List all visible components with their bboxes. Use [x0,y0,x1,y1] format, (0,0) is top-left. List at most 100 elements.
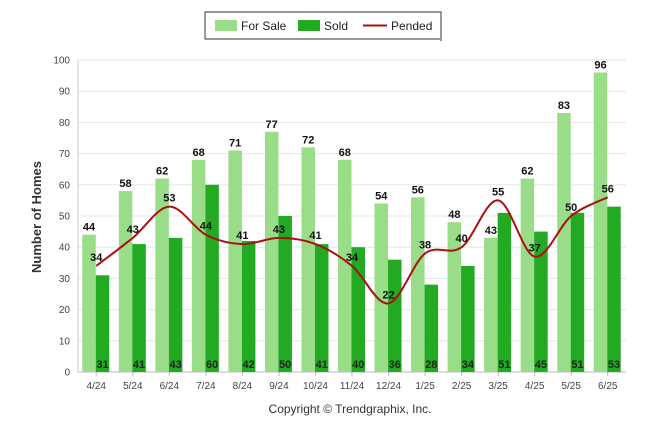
label-sold: 36 [389,359,401,371]
label-pended: 56 [602,183,614,195]
label-pended: 40 [455,233,467,245]
label-sold: 50 [279,359,291,371]
bar-sold [388,259,402,372]
bar-sold [497,212,512,372]
label-for-sale: 77 [266,119,278,131]
bars [82,72,621,372]
y-tick-label: 10 [59,336,71,347]
label-sold: 45 [535,359,547,371]
x-tick-label: 6/25 [598,381,618,392]
label-pended: 37 [529,243,541,255]
label-sold: 42 [243,359,255,371]
bar-sold [424,284,439,372]
legend-for-sale: For Sale [241,19,287,33]
legend-box [204,11,442,40]
x-tick-label: 6/24 [160,381,180,392]
y-tick-label: 30 [59,274,71,285]
y-tick-label: 50 [59,212,71,223]
x-tick-label: 7/24 [196,381,216,392]
label-for-sale: 43 [485,225,497,237]
x-tick-label: 1/25 [415,381,435,392]
x-tick-label: 5/24 [123,381,143,392]
bar-for-sale [447,222,462,372]
label-pended: 41 [309,230,321,242]
x-tick-label: 12/24 [376,381,401,392]
label-sold: 41 [316,359,328,371]
legend-swatch-for-sale [215,20,237,31]
bar-sold [607,206,621,372]
y-tick-label: 90 [59,87,71,98]
y-tick-label: 0 [64,368,70,379]
y-axis-label: Number of Homes [29,161,44,273]
bar-for-sale [228,150,242,372]
y-axis-ticks: 0 10 20 30 40 50 60 70 80 90 100 [53,56,70,379]
pended-series-line [95,196,609,305]
x-tick-label: 8/24 [233,381,253,392]
label-sold: 51 [571,359,583,371]
label-for-sale: 83 [558,100,570,112]
bar-for-sale [264,131,279,372]
bar-sold [570,212,585,372]
bar-sold [314,244,329,372]
copyright: Copyright © Trendgraphix, Inc. [269,402,432,416]
x-tick-label: 4/25 [525,381,545,392]
label-for-sale: 54 [375,191,388,203]
label-sold: 34 [462,359,475,371]
bar-for-sale [484,237,498,372]
bar-for-sale [301,147,315,372]
label-for-sale: 58 [119,178,131,190]
bar-sold [461,265,475,372]
label-for-sale: 48 [448,209,460,221]
x-tick-label: 10/24 [303,381,328,392]
label-sold: 31 [96,359,108,371]
label-sold: 40 [352,359,364,371]
pended-line [95,196,609,305]
label-for-sale: 68 [339,147,351,159]
label-pended: 34 [90,252,103,264]
label-for-sale: 72 [302,134,314,146]
label-for-sale: 44 [83,222,96,234]
legend: For Sale Sold Pended [204,11,442,41]
x-tick-label: 5/25 [561,381,581,392]
bar-for-sale [593,72,608,372]
y-tick-label: 60 [59,180,71,191]
bar-for-sale [155,178,169,372]
x-tick-label: 11/24 [340,381,365,392]
x-tick-label: 2/25 [452,381,472,392]
x-tick-label: 4/24 [87,381,107,392]
legend-pended: Pended [391,19,432,33]
label-for-sale: 56 [412,184,424,196]
bar-sold [95,275,110,372]
bar-for-sale [191,159,206,372]
label-sold: 43 [169,359,181,371]
label-sold: 60 [206,359,218,371]
label-pended: 43 [127,224,139,236]
legend-swatch-sold [298,20,320,31]
label-pended: 43 [273,224,285,236]
bar-for-sale [118,191,133,372]
label-pended: 50 [565,202,577,214]
label-for-sale: 96 [594,59,606,71]
label-pended: 55 [492,186,504,198]
x-axis-ticks: 4/24 5/24 6/24 7/24 8/24 9/24 10/24 11/24 12/24 1… [87,372,618,392]
label-for-sale: 62 [521,166,533,178]
y-tick-label: 20 [59,305,71,316]
bar-sold [168,237,183,372]
label-for-sale: 68 [192,147,204,159]
x-tick-label: 9/24 [269,381,289,392]
legend-sold: Sold [324,19,348,33]
x-tick-label: 3/25 [488,381,508,392]
label-pended: 53 [163,193,175,205]
bar-sold [278,216,292,372]
bar-for-sale [338,159,352,372]
label-sold: 28 [425,359,437,371]
label-sold: 41 [133,359,145,371]
label-pended: 38 [419,239,431,251]
bar-sold [205,184,219,372]
bar-for-sale [520,178,535,372]
label-sold: 53 [608,359,620,371]
bar-for-sale [557,113,571,372]
label-pended: 34 [346,252,359,264]
label-sold: 51 [498,359,510,371]
